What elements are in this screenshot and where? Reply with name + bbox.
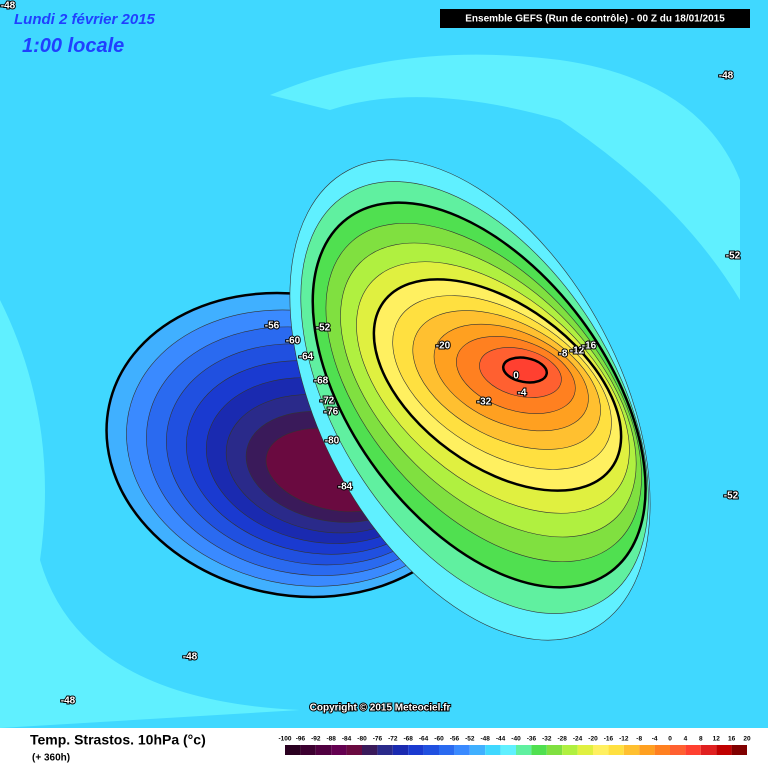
legend-label: 4 (684, 736, 688, 743)
color-legend: -100 -96 -92 -88 -84 -80 -76 -72 -68 -64 -60 -56 -52… (278, 736, 751, 755)
contour-label: -60 (286, 336, 301, 347)
legend-label: -76 (373, 736, 383, 743)
contour-label: -52 (316, 323, 331, 334)
legend-label: -16 (604, 736, 614, 743)
legend-label: -36 (527, 736, 537, 743)
footer-title: Temp. Strastos. 10hPa (°c) (30, 732, 206, 748)
contour-label: -56 (265, 321, 280, 332)
legend-label: -88 (326, 736, 336, 743)
legend-swatch (731, 745, 747, 755)
legend-swatch (408, 745, 424, 755)
legend-swatch (362, 745, 378, 755)
legend-swatch (285, 745, 301, 755)
legend-swatch (469, 745, 486, 755)
contour-label: -52 (726, 251, 741, 262)
run-box (440, 9, 750, 28)
legend-swatch (331, 745, 347, 755)
legend-swatch (300, 745, 316, 755)
legend-label: -20 (588, 736, 598, 743)
legend-swatch (377, 745, 393, 755)
legend-swatch (716, 745, 732, 755)
contour-label: 0 (513, 371, 519, 382)
legend-label: 0 (668, 736, 672, 743)
contour-label: -32 (477, 397, 492, 408)
contour-label: -48 (61, 696, 76, 707)
legend-swatch (392, 745, 409, 755)
legend-label: -8 (636, 736, 642, 743)
legend-label: 16 (728, 736, 736, 743)
legend-label: -56 (450, 736, 460, 743)
warm-band (501, 356, 549, 384)
contour-labels: -48 -48 -52 -52 -48 -48 -56 -52 -60 -64 … (0, 0, 742, 708)
contour-label: -48 (183, 652, 198, 663)
legend-swatch (577, 745, 593, 755)
legend-label: -68 (403, 736, 413, 743)
contour-label: -48 (719, 71, 734, 82)
legend-label: -96 (296, 736, 306, 743)
legend-swatch (500, 745, 516, 755)
contour-label: -68 (314, 376, 329, 387)
legend-label: -40 (511, 736, 521, 743)
legend-swatch (485, 745, 501, 755)
legend-label: -64 (419, 736, 429, 743)
date: Lundi 2 février 2015 (14, 11, 156, 28)
contour-label: -52 (724, 491, 739, 502)
contour-label: -20 (436, 341, 451, 352)
legend-swatch (423, 745, 439, 755)
contour-label: -4 (518, 388, 527, 399)
legend-swatch (639, 745, 655, 755)
legend-swatch (346, 745, 362, 755)
legend-label: -84 (342, 736, 352, 743)
legend-label: -92 (311, 736, 321, 743)
legend-label: -52 (465, 736, 475, 743)
legend-label: -72 (388, 736, 398, 743)
legend-swatch (562, 745, 578, 755)
legend-swatch (670, 745, 686, 755)
legend-label: -100 (278, 736, 291, 743)
contour-label: -16 (582, 341, 597, 352)
legend-swatch (516, 745, 532, 755)
time: 1:00 locale (22, 35, 124, 57)
region (0, 300, 300, 728)
legend-label: 12 (713, 736, 721, 743)
legend-swatch (593, 745, 609, 755)
legend-label: -44 (496, 736, 506, 743)
contour-label: -80 (325, 436, 340, 447)
legend-label: -60 (434, 736, 444, 743)
contour-label: -64 (299, 352, 314, 363)
region (270, 54, 740, 301)
legend-swatch (454, 745, 470, 755)
legend-label: -4 (652, 736, 658, 743)
contour-label: -48 (1, 1, 16, 12)
lead-time: (+ 360h) (32, 753, 70, 764)
legend-label: 8 (699, 736, 703, 743)
legend-swatch (546, 745, 563, 755)
legend-swatch (608, 745, 624, 755)
legend-swatch (439, 745, 455, 755)
legend-label: -48 (480, 736, 490, 743)
legend-swatch (315, 745, 332, 755)
legend-swatch (531, 745, 547, 755)
legend-label: -32 (542, 736, 552, 743)
copyright: Copyright © 2015 Meteociel.fr (310, 703, 451, 714)
legend-label: -80 (357, 736, 367, 743)
temperature-field (105, 159, 651, 641)
contour-label: -8 (559, 349, 568, 360)
legend-swatch (685, 745, 701, 755)
contour-label: -72 (320, 396, 335, 407)
legend-swatch (700, 745, 717, 755)
legend-label: 20 (743, 736, 751, 743)
legend-label: -28 (557, 736, 567, 743)
contour-label: -84 (338, 482, 353, 493)
contour-label: -12 (570, 346, 585, 357)
legend-label: -24 (573, 736, 583, 743)
legend-swatch (654, 745, 670, 755)
contour-label: -76 (324, 407, 339, 418)
legend-label: -12 (619, 736, 629, 743)
run-info: Ensemble GEFS (Run de contrôle) - 00 Z d… (465, 14, 725, 25)
legend-swatch (623, 745, 640, 755)
